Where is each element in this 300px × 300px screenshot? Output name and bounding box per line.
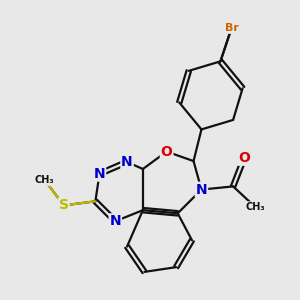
Text: CH₃: CH₃ <box>245 202 265 212</box>
Text: N: N <box>94 167 105 181</box>
Text: O: O <box>238 151 250 165</box>
Text: N: N <box>110 214 121 228</box>
Text: Br: Br <box>225 23 238 33</box>
Text: N: N <box>196 183 207 196</box>
Text: CH₃: CH₃ <box>35 175 55 185</box>
Text: O: O <box>161 145 172 159</box>
Text: N: N <box>121 155 133 169</box>
Text: S: S <box>59 198 69 212</box>
